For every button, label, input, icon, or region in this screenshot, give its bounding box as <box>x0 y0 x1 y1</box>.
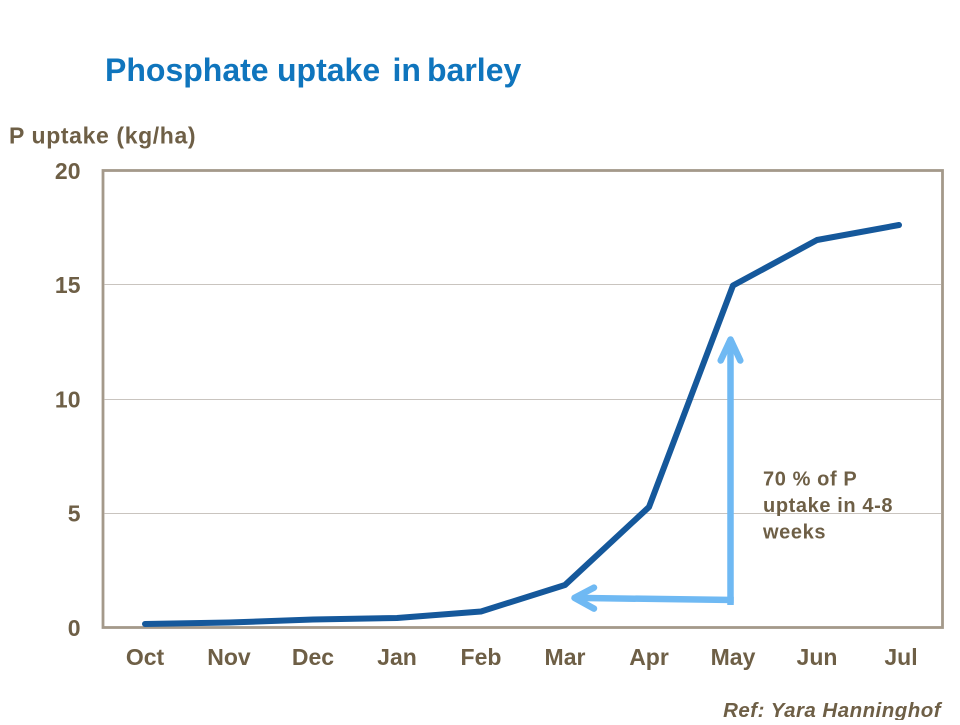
svg-text:weeks: weeks <box>762 522 826 544</box>
svg-text:Ref: Yara Hanninghof: Ref: Yara Hanninghof <box>723 699 943 720</box>
svg-text:Mar: Mar <box>545 644 586 670</box>
svg-text:in: in <box>393 52 421 88</box>
svg-text:Jul: Jul <box>884 644 917 670</box>
svg-text:15: 15 <box>55 272 81 298</box>
svg-text:P uptake (kg/ha): P uptake (kg/ha) <box>9 122 196 148</box>
svg-text:Dec: Dec <box>292 644 334 670</box>
svg-text:Jan: Jan <box>377 644 417 670</box>
svg-text:uptake in 4-8: uptake in 4-8 <box>763 495 893 517</box>
svg-text:Nov: Nov <box>207 644 251 670</box>
svg-text:Oct: Oct <box>126 644 165 670</box>
svg-text:10: 10 <box>55 386 81 412</box>
svg-text:barley: barley <box>427 52 521 88</box>
svg-text:70 % of P: 70 % of P <box>763 469 857 491</box>
svg-text:0: 0 <box>68 615 81 641</box>
svg-text:5: 5 <box>68 501 81 527</box>
svg-text:Jun: Jun <box>797 644 838 670</box>
svg-text:May: May <box>711 644 756 670</box>
svg-text:Apr: Apr <box>629 644 669 670</box>
svg-text:uptake: uptake <box>277 52 380 88</box>
svg-text:Phosphate: Phosphate <box>105 52 269 88</box>
svg-text:Feb: Feb <box>461 644 502 670</box>
svg-text:20: 20 <box>55 158 81 184</box>
